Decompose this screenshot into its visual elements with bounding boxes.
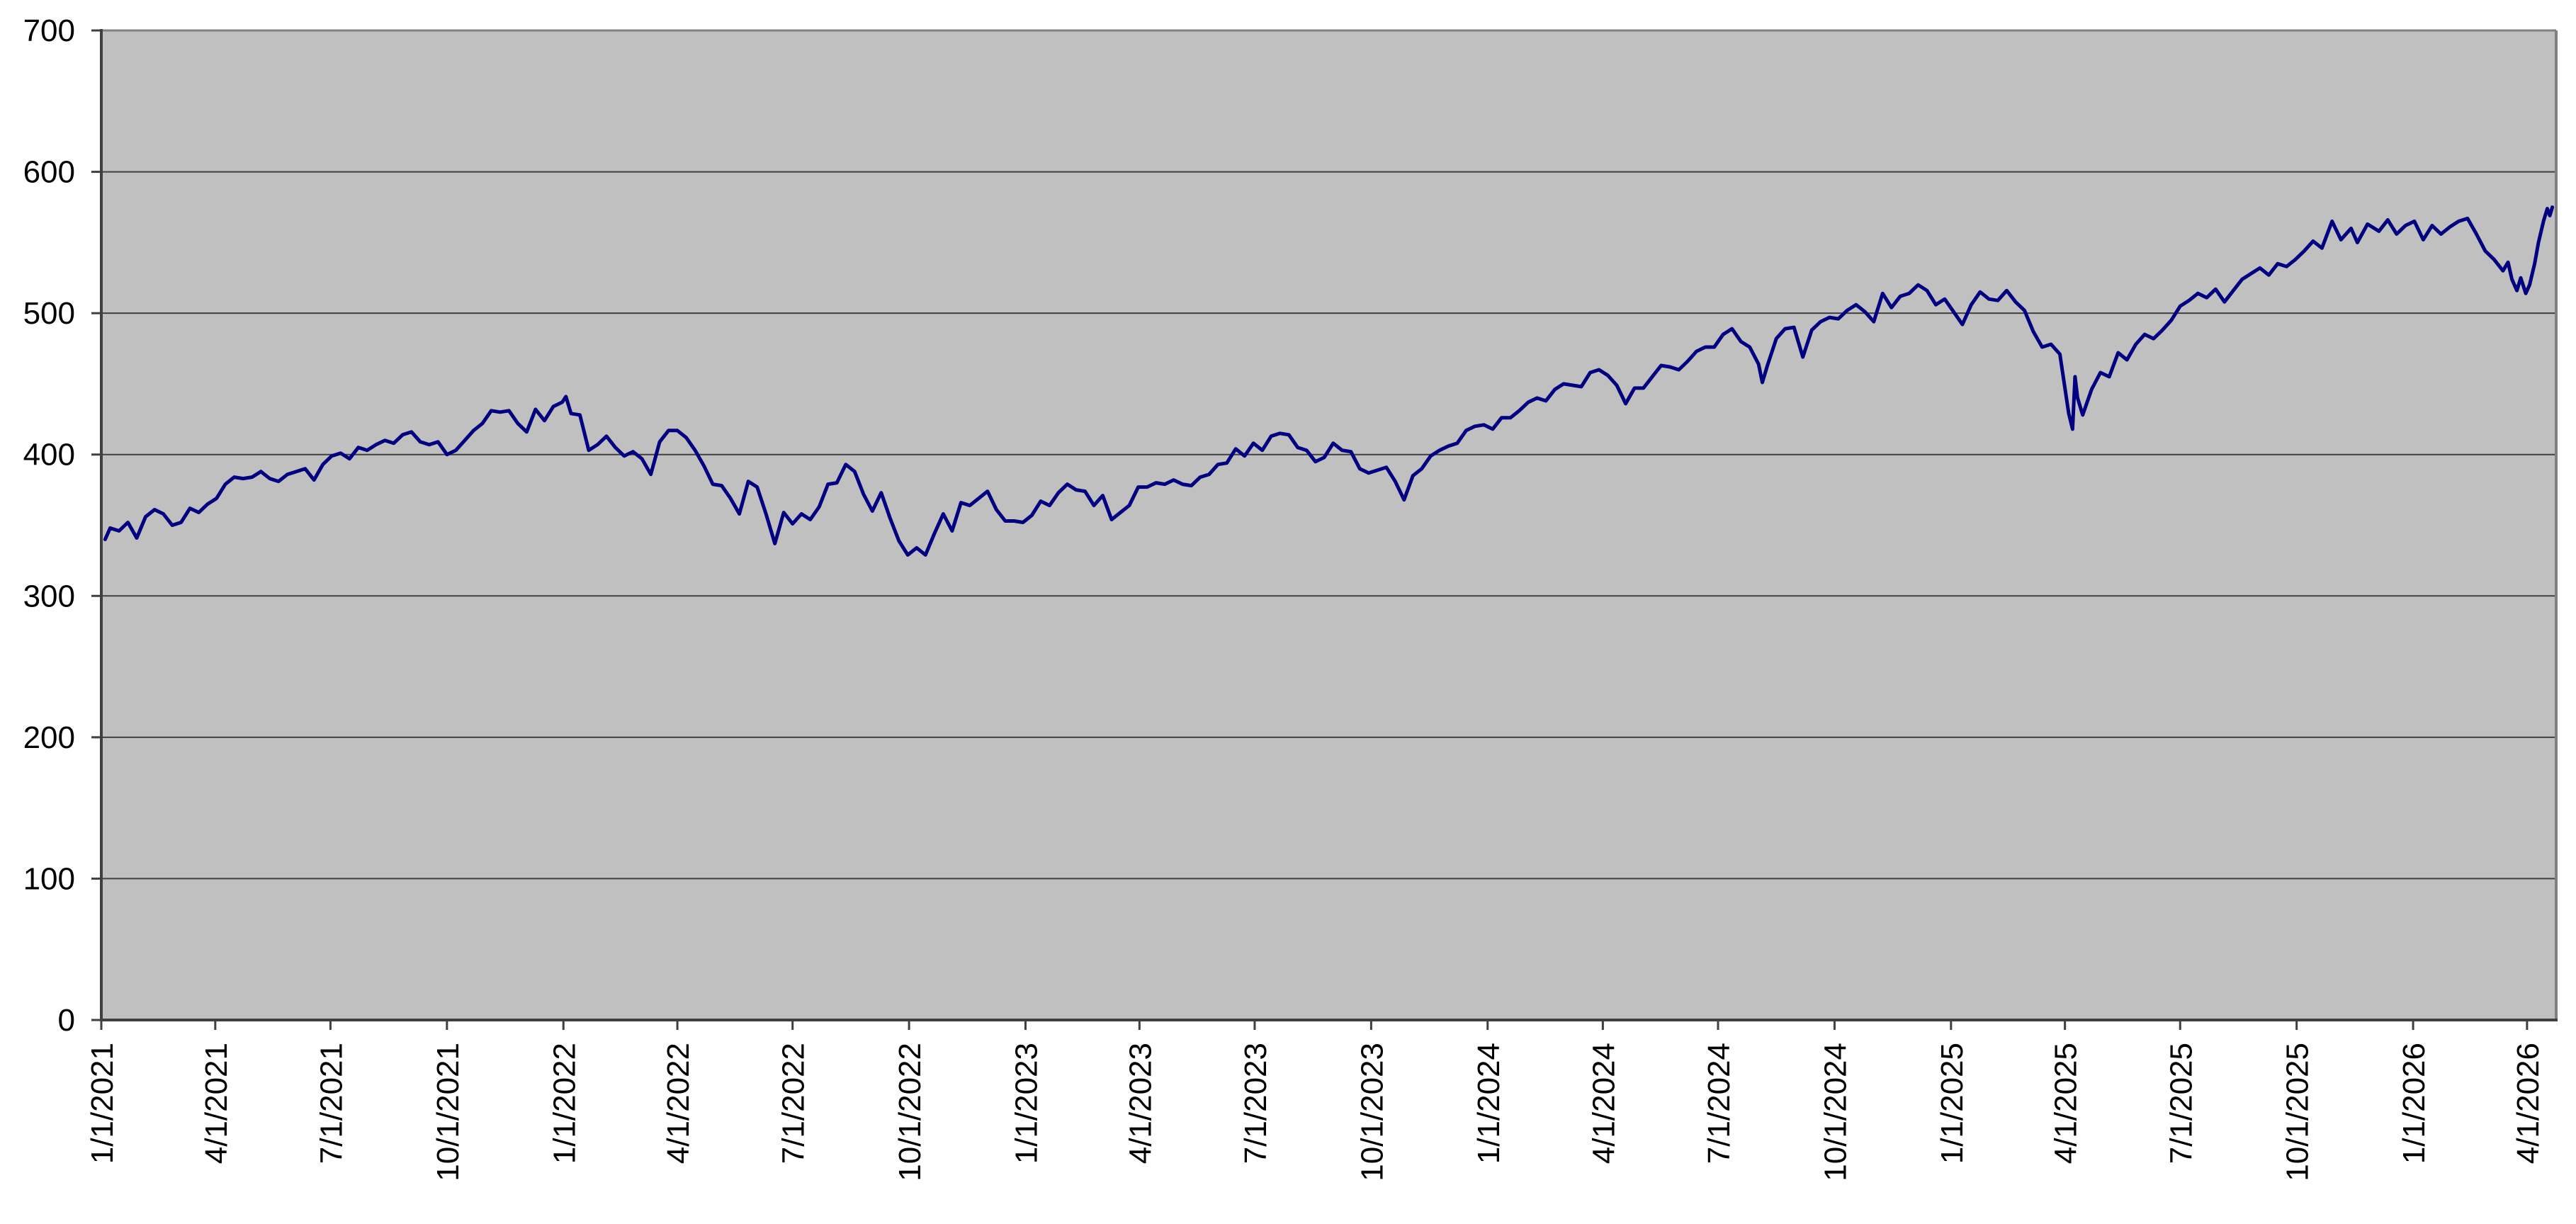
x-axis-label-8: 1/1/2023	[1010, 1043, 1044, 1164]
y-axis-label-500: 500	[23, 296, 75, 331]
x-axis-label-11: 10/1/2023	[1355, 1043, 1389, 1182]
y-axis-label-700: 700	[23, 13, 75, 48]
y-axis-label-200: 200	[23, 720, 75, 755]
x-axis-label-18: 7/1/2025	[2164, 1043, 2198, 1164]
x-axis-label-3: 10/1/2021	[431, 1043, 465, 1182]
plot-area	[101, 30, 2556, 1020]
x-axis-label-16: 1/1/2025	[1935, 1043, 1970, 1164]
x-axis-label-12: 1/1/2024	[1471, 1043, 1506, 1164]
y-axis-label-100: 100	[23, 861, 75, 896]
x-axis-label-9: 4/1/2023	[1123, 1043, 1158, 1164]
x-axis-label-4: 1/1/2022	[547, 1043, 582, 1164]
price-line-series	[103, 205, 2555, 557]
y-axis-label-400: 400	[23, 438, 75, 472]
y-axis-label-600: 600	[23, 155, 75, 190]
x-axis-label-5: 4/1/2022	[661, 1043, 696, 1164]
x-axis-label-0: 1/1/2021	[85, 1043, 120, 1164]
x-axis-label-17: 4/1/2025	[2049, 1043, 2084, 1164]
x-axis-label-10: 7/1/2023	[1238, 1043, 1273, 1164]
x-axis-label-14: 7/1/2024	[1702, 1043, 1736, 1164]
x-axis-label-7: 10/1/2022	[893, 1043, 927, 1182]
y-axis-label-300: 300	[23, 579, 75, 613]
x-axis-label-21: 4/1/2026	[2511, 1043, 2546, 1164]
x-axis-label-13: 4/1/2024	[1586, 1043, 1621, 1164]
y-axis-label-0: 0	[58, 1003, 75, 1038]
x-axis-label-19: 10/1/2025	[2281, 1043, 2315, 1182]
x-axis-label-2: 7/1/2021	[314, 1043, 349, 1164]
x-axis-label-6: 7/1/2022	[776, 1043, 811, 1164]
x-axis-label-20: 1/1/2026	[2397, 1043, 2431, 1164]
x-axis-label-1: 4/1/2021	[199, 1043, 234, 1164]
x-axis-label-15: 10/1/2024	[1818, 1043, 1853, 1182]
